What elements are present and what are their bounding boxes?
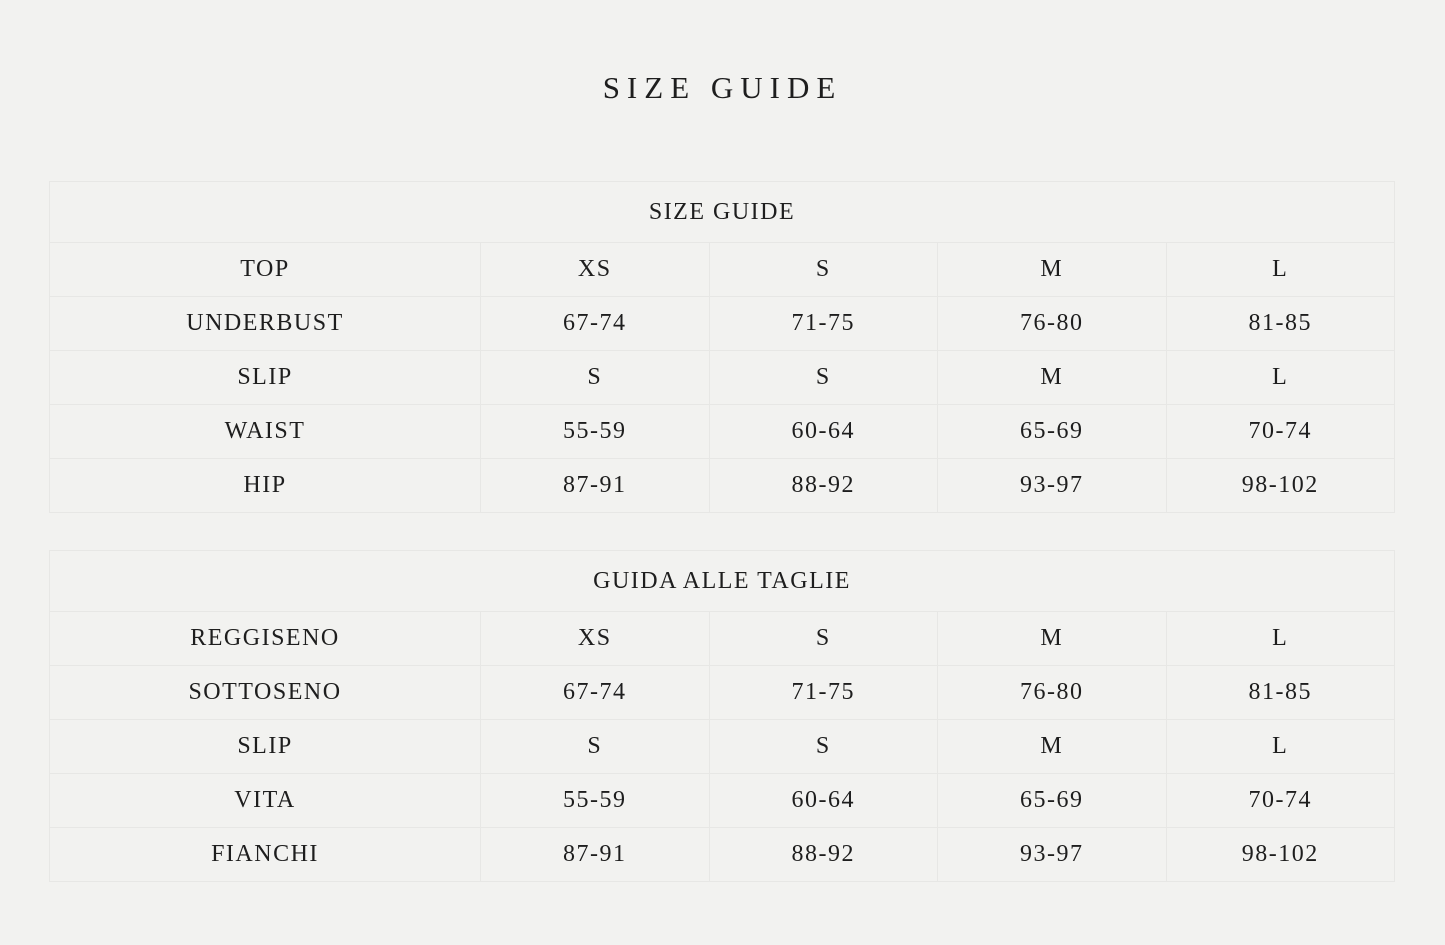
size-cell: 98-102 (1165, 827, 1395, 882)
size-cell: 81-85 (1165, 665, 1395, 720)
size-cell: L (1165, 719, 1395, 774)
table-row: SLIP S S M L (49, 719, 1395, 774)
size-cell: 65-69 (937, 773, 1167, 828)
size-cell: 93-97 (937, 458, 1167, 513)
size-cell: M (937, 350, 1167, 405)
size-cell: 76-80 (937, 665, 1167, 720)
size-cell: S (708, 242, 938, 297)
row-label: WAIST (49, 404, 481, 459)
table-title: SIZE GUIDE (49, 181, 1395, 243)
size-cell: 55-59 (480, 773, 710, 828)
size-cell: 67-74 (480, 665, 710, 720)
page-title: SIZE GUIDE (602, 70, 843, 105)
size-cell: 60-64 (708, 773, 938, 828)
table-row: TOP XS S M L (49, 242, 1395, 297)
size-cell: S (708, 719, 938, 774)
size-cell: 55-59 (480, 404, 710, 459)
size-cell: 67-74 (480, 296, 710, 351)
size-cell: 70-74 (1165, 404, 1395, 459)
size-cell: 87-91 (480, 827, 710, 882)
row-label: HIP (49, 458, 481, 513)
size-cell: L (1165, 350, 1395, 405)
size-cell: 81-85 (1165, 296, 1395, 351)
table-row: REGGISENO XS S M L (49, 611, 1395, 666)
row-label: TOP (49, 242, 481, 297)
row-label: UNDERBUST (49, 296, 481, 351)
size-cell: L (1165, 611, 1395, 666)
row-label: VITA (49, 773, 481, 828)
size-cell: M (937, 719, 1167, 774)
size-cell: S (708, 611, 938, 666)
size-cell: S (480, 350, 710, 405)
size-cell: 71-75 (708, 296, 938, 351)
size-cell: M (937, 611, 1167, 666)
size-cell: 60-64 (708, 404, 938, 459)
size-cell: 88-92 (708, 827, 938, 882)
size-cell: 71-75 (708, 665, 938, 720)
size-cell: 93-97 (937, 827, 1167, 882)
size-cell: 70-74 (1165, 773, 1395, 828)
size-cell: 76-80 (937, 296, 1167, 351)
row-label: SOTTOSENO (49, 665, 481, 720)
table-row: SOTTOSENO 67-74 71-75 76-80 81-85 (49, 665, 1395, 720)
size-cell: 88-92 (708, 458, 938, 513)
size-cell: XS (480, 611, 710, 666)
table-row: VITA 55-59 60-64 65-69 70-74 (49, 773, 1395, 828)
row-label: SLIP (49, 350, 481, 405)
size-guide-table-it: GUIDA ALLE TAGLIE REGGISENO XS S M L SOTTOSEN… (49, 550, 1395, 882)
row-label: SLIP (49, 719, 481, 774)
table-row: UNDERBUST 67-74 71-75 76-80 81-85 (49, 296, 1395, 351)
table-row: SLIP S S M L (49, 350, 1395, 405)
size-cell: 87-91 (480, 458, 710, 513)
table-row: HIP 87-91 88-92 93-97 98-102 (49, 458, 1395, 513)
size-cell: S (480, 719, 710, 774)
table-title: GUIDA ALLE TAGLIE (49, 550, 1395, 612)
size-cell: 98-102 (1165, 458, 1395, 513)
size-cell: M (937, 242, 1167, 297)
table-row: WAIST 55-59 60-64 65-69 70-74 (49, 404, 1395, 459)
table-row: FIANCHI 87-91 88-92 93-97 98-102 (49, 827, 1395, 882)
size-cell: 65-69 (937, 404, 1167, 459)
size-cell: L (1165, 242, 1395, 297)
row-label: FIANCHI (49, 827, 481, 882)
size-cell: XS (480, 242, 710, 297)
size-cell: S (708, 350, 938, 405)
size-guide-table-en: SIZE GUIDE TOP XS S M L UNDERBUST 67-74 71-75 76… (49, 181, 1395, 513)
row-label: REGGISENO (49, 611, 481, 666)
